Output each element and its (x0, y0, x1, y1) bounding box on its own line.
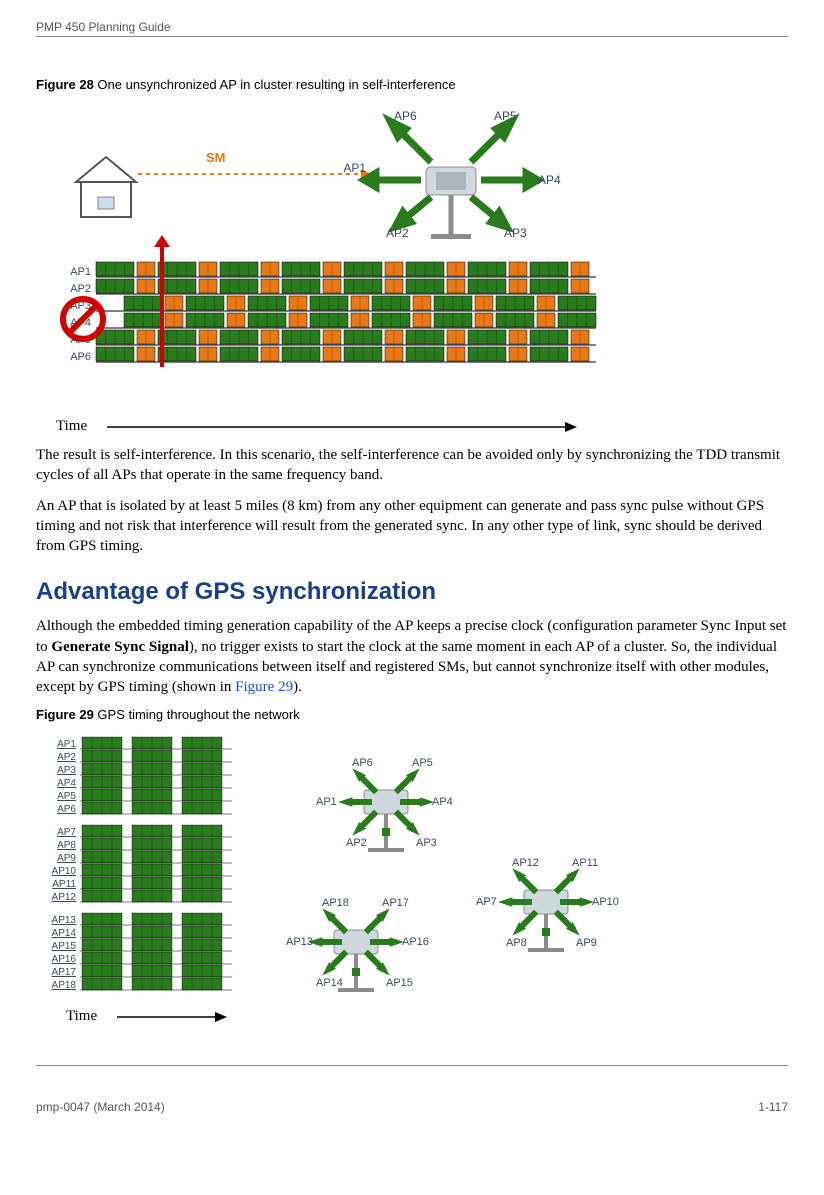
svg-text:AP18: AP18 (52, 980, 77, 991)
svg-text:AP13: AP13 (286, 936, 313, 948)
svg-text:AP8: AP8 (506, 937, 527, 949)
footer-rule (36, 1065, 788, 1066)
svg-text:AP16: AP16 (402, 936, 429, 948)
figure-28-caption: Figure 28 One unsynchronized AP in clust… (36, 77, 788, 92)
svg-text:AP5: AP5 (57, 791, 76, 802)
svg-text:AP10: AP10 (592, 896, 619, 908)
ap5-label: AP5 (494, 109, 517, 123)
svg-text:AP1: AP1 (57, 739, 76, 750)
figure-28: SM (56, 102, 788, 435)
svg-text:AP6: AP6 (57, 804, 76, 815)
para3-bold: Generate Sync Signal (51, 639, 189, 655)
row-label: AP2 (70, 283, 91, 295)
svg-text:AP8: AP8 (57, 840, 76, 851)
time-axis-2: Time (66, 1008, 236, 1025)
svg-text:AP17: AP17 (52, 967, 77, 978)
svg-text:AP4: AP4 (432, 796, 453, 808)
svg-text:AP7: AP7 (476, 896, 497, 908)
svg-text:AP15: AP15 (386, 977, 413, 989)
para3-part-c: ). (293, 679, 302, 695)
svg-text:AP9: AP9 (576, 937, 597, 949)
sm-link: SM (138, 150, 371, 179)
paragraph-2: An AP that is isolated by at least 5 mil… (36, 496, 788, 557)
timing-rows: AP1 AP2 AP3 AP4 AP5 AP6 (70, 262, 596, 363)
figure-29: AP1AP2AP3AP4AP5AP6AP7AP8AP9AP10AP11AP12A… (46, 732, 788, 1025)
row-label: AP6 (70, 351, 91, 363)
svg-text:AP9: AP9 (57, 853, 76, 864)
doc-header: PMP 450 Planning Guide (36, 20, 788, 36)
paragraph-3: Although the embedded timing generation … (36, 616, 788, 697)
fig29-clusters: AP6 AP5 AP1 AP4 AP2 AP3 AP18 AP17 AP13 AP16 AP14 AP… (266, 732, 646, 1022)
svg-text:AP18: AP18 (322, 897, 349, 909)
fig29-timing-rows: AP1 AP2 AP3 AP4 AP5 AP6 AP7 AP8 AP9 AP10 AP11 AP12 A… (46, 732, 236, 1002)
sm-label: SM (206, 150, 226, 165)
svg-text:AP11: AP11 (572, 857, 598, 869)
ap1-label: AP1 (343, 161, 366, 175)
house-icon (76, 157, 136, 217)
figure-28-title: One unsynchronized AP in cluster resulti… (94, 77, 456, 92)
paragraph-1: The result is self-interference. In this… (36, 445, 788, 486)
figure-29-caption: Figure 29 GPS timing throughout the netw… (36, 707, 788, 722)
svg-text:AP1: AP1 (316, 796, 337, 808)
svg-text:AP12: AP12 (52, 892, 77, 903)
figure-29-title: GPS timing throughout the network (94, 707, 300, 722)
section-heading: Advantage of GPS synchronization (36, 578, 788, 606)
svg-text:AP15: AP15 (52, 941, 77, 952)
svg-text:AP3: AP3 (416, 837, 437, 849)
header-rule (36, 36, 788, 37)
svg-text:AP6: AP6 (352, 757, 373, 769)
svg-text:AP16: AP16 (52, 954, 77, 965)
svg-text:AP14: AP14 (316, 977, 343, 989)
svg-text:AP13: AP13 (52, 915, 77, 926)
footer-left: pmp-0047 (March 2014) (36, 1100, 165, 1114)
svg-text:AP4: AP4 (57, 778, 76, 789)
ap-cluster: AP6 AP5 AP1 AP4 AP2 AP3 (343, 109, 561, 240)
time-axis: Time (56, 418, 788, 435)
svg-text:AP10: AP10 (52, 866, 77, 877)
svg-text:AP2: AP2 (57, 752, 76, 763)
svg-text:AP12: AP12 (512, 857, 539, 869)
figure-28-number: Figure 28 (36, 77, 94, 92)
ap3-label: AP3 (504, 226, 527, 240)
time-label: Time (56, 418, 87, 435)
ap4-label: AP4 (538, 173, 561, 187)
svg-text:AP7: AP7 (57, 827, 76, 838)
ap6-label: AP6 (394, 109, 417, 123)
svg-text:AP5: AP5 (412, 757, 433, 769)
footer-right: 1-117 (758, 1100, 788, 1114)
svg-text:AP3: AP3 (57, 765, 76, 776)
row-label: AP1 (70, 266, 91, 278)
svg-text:AP14: AP14 (52, 928, 77, 939)
ap2-label: AP2 (386, 226, 409, 240)
figure-29-link[interactable]: Figure 29 (235, 679, 293, 695)
svg-text:AP17: AP17 (382, 897, 409, 909)
svg-text:AP11: AP11 (52, 879, 76, 890)
time-label-2: Time (66, 1008, 97, 1025)
figure-29-number: Figure 29 (36, 707, 94, 722)
svg-text:AP2: AP2 (346, 837, 367, 849)
